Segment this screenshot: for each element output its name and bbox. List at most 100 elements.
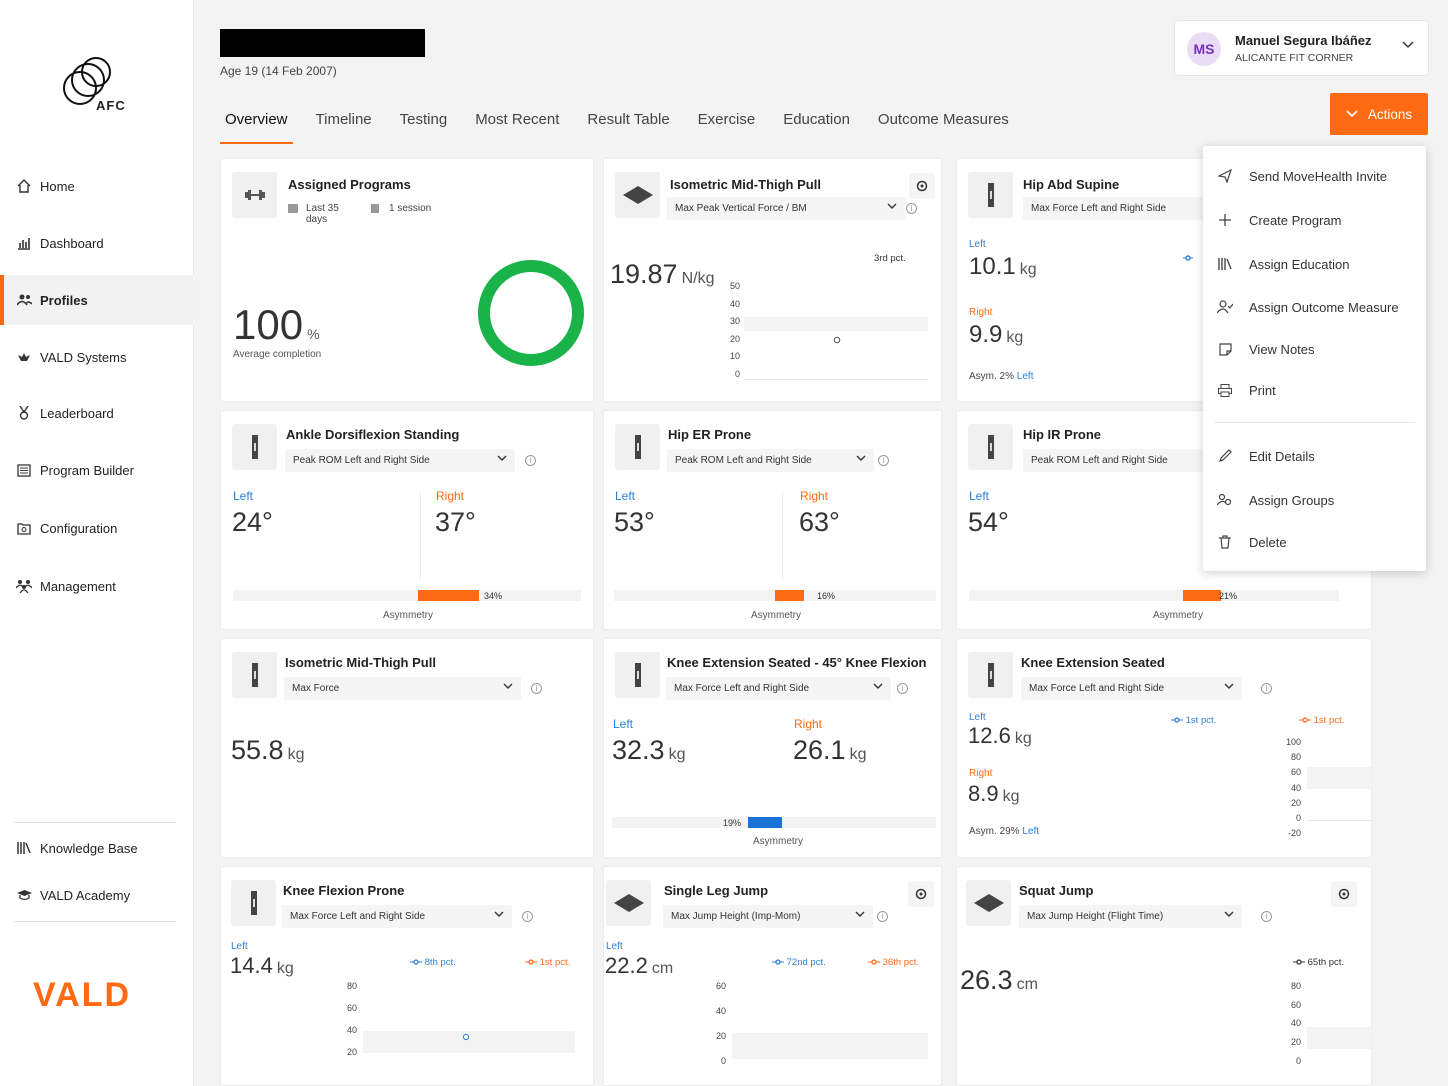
chevron-down-icon bbox=[1224, 683, 1234, 689]
select-value: Max Force Left and Right Side bbox=[1031, 203, 1167, 214]
tab-education[interactable]: Education bbox=[783, 111, 850, 128]
gear-icon[interactable] bbox=[908, 881, 934, 907]
redacted-name bbox=[220, 29, 425, 57]
card-hip-er-prone: Hip ER Prone Peak ROM Left and Right Sid… bbox=[603, 410, 942, 630]
tab-result-table[interactable]: Result Table bbox=[587, 111, 670, 128]
info-icon[interactable]: i bbox=[878, 455, 889, 466]
nav-vald-academy[interactable]: VALD Academy bbox=[0, 870, 194, 920]
left-marker-icon bbox=[1171, 717, 1183, 723]
tab-testing[interactable]: Testing bbox=[399, 111, 448, 128]
info-icon[interactable]: i bbox=[877, 911, 888, 922]
actions-menu: Send MoveHealth Invite Create Program As… bbox=[1203, 146, 1426, 571]
tab-timeline[interactable]: Timeline bbox=[315, 111, 372, 128]
metric-select[interactable]: Peak ROM Left and Right Side bbox=[667, 449, 874, 472]
right-label: Right bbox=[969, 307, 993, 318]
right-percentile-badge: 36th pct. bbox=[868, 957, 919, 968]
menu-assign-groups[interactable]: Assign Groups bbox=[1203, 482, 1426, 518]
asymmetry-value: Asym. 29% bbox=[969, 826, 1020, 837]
metric-select[interactable]: Max Jump Height (Flight Time) bbox=[1019, 905, 1242, 928]
gear-icon[interactable] bbox=[909, 173, 935, 199]
card-ankle-dorsiflexion: Ankle Dorsiflexion Standing Peak ROM Lef… bbox=[220, 410, 594, 630]
info-icon[interactable]: i bbox=[531, 683, 542, 694]
tick-label: 0 bbox=[720, 1056, 726, 1066]
dynamometer-icon bbox=[968, 652, 1013, 698]
nav-label: Knowledge Base bbox=[40, 840, 138, 856]
nav-profiles[interactable]: Profiles bbox=[0, 275, 194, 325]
nav-program-builder[interactable]: Program Builder bbox=[0, 445, 194, 495]
left-percentile-badge: 1st pct. bbox=[1171, 715, 1216, 726]
left-label: Left bbox=[606, 941, 623, 952]
tick-label: 30 bbox=[729, 316, 740, 326]
metric-select[interactable]: Max Force Left and Right Side bbox=[666, 677, 891, 700]
nav-dashboard[interactable]: Dashboard bbox=[0, 218, 194, 268]
right-value: 9.9 kg bbox=[969, 321, 1023, 349]
tab-most-recent[interactable]: Most Recent bbox=[475, 111, 560, 128]
left-marker-icon bbox=[1183, 255, 1193, 261]
graduation-icon bbox=[16, 887, 32, 903]
nav-management[interactable]: Management bbox=[0, 561, 194, 611]
nav-label: Program Builder bbox=[40, 462, 134, 478]
menu-send-movehealth-invite[interactable]: Send MoveHealth Invite bbox=[1203, 158, 1426, 194]
nav-leaderboard[interactable]: Leaderboard bbox=[0, 388, 194, 438]
nav-knowledge-base[interactable]: Knowledge Base bbox=[0, 823, 194, 873]
metric-select[interactable]: Max Peak Vertical Force / BM bbox=[667, 197, 905, 220]
asymmetry-fill bbox=[1183, 590, 1221, 601]
gear-icon[interactable] bbox=[1331, 881, 1357, 907]
result-value: 26.3 cm bbox=[960, 965, 1038, 996]
metric-select[interactable]: Max Force bbox=[284, 677, 521, 700]
metric-select[interactable]: Max Jump Height (Imp-Mom) bbox=[663, 905, 873, 928]
norm-band bbox=[363, 1031, 575, 1053]
left-value: 22.2 cm bbox=[605, 953, 673, 979]
completion-value: 100% bbox=[233, 301, 320, 349]
user-menu[interactable]: MS Manuel Segura Ibáñez ALICANTE FIT COR… bbox=[1174, 20, 1429, 76]
right-value: 63° bbox=[799, 507, 840, 537]
tab-exercise[interactable]: Exercise bbox=[697, 111, 756, 128]
send-icon bbox=[1217, 168, 1233, 184]
info-icon[interactable]: i bbox=[906, 203, 917, 214]
metric-select[interactable]: Max Force Left and Right Side bbox=[1023, 197, 1253, 220]
sidebar-divider bbox=[14, 921, 176, 922]
actions-button[interactable]: Actions bbox=[1330, 93, 1428, 135]
menu-assign-outcome-measure[interactable]: Assign Outcome Measure bbox=[1203, 289, 1426, 325]
card-title: Single Leg Jump bbox=[664, 883, 769, 898]
management-icon bbox=[16, 578, 32, 594]
calendar-icon bbox=[288, 204, 298, 213]
right-percentile-text: 36th pct. bbox=[882, 957, 920, 968]
menu-print[interactable]: Print bbox=[1203, 372, 1426, 408]
completion-caption: Average completion bbox=[233, 349, 322, 360]
tick-label: 40 bbox=[346, 1025, 357, 1035]
menu-assign-education[interactable]: Assign Education bbox=[1203, 246, 1426, 282]
left-percentile-text: 72nd pct. bbox=[786, 957, 826, 968]
sidebar-divider bbox=[14, 822, 176, 823]
info-icon[interactable]: i bbox=[1261, 911, 1272, 922]
tab-outcome-measures[interactable]: Outcome Measures bbox=[877, 111, 1009, 128]
asymmetry-percent: 19% bbox=[723, 818, 742, 828]
metric-select[interactable]: Max Force Left and Right Side bbox=[282, 905, 512, 928]
info-icon[interactable]: i bbox=[522, 911, 533, 922]
info-icon[interactable]: i bbox=[525, 455, 536, 466]
card-imtp-force-bm: Isometric Mid-Thigh Pull Max Peak Vertic… bbox=[603, 158, 942, 402]
metric-select[interactable]: Peak ROM Left and Right Side bbox=[1023, 449, 1253, 472]
menu-create-program[interactable]: Create Program bbox=[1203, 202, 1426, 238]
session-count: 1 session bbox=[389, 203, 432, 214]
nav-label: Leaderboard bbox=[40, 405, 114, 421]
menu-delete[interactable]: Delete bbox=[1203, 524, 1426, 560]
nav-home[interactable]: Home bbox=[0, 161, 194, 211]
metric-select[interactable]: Max Force Left and Right Side bbox=[1021, 677, 1242, 700]
info-icon[interactable]: i bbox=[1261, 683, 1272, 694]
asymmetry-percent: 16% bbox=[817, 591, 836, 601]
tick-label: 60 bbox=[1290, 1000, 1301, 1010]
nav-vald-systems[interactable]: VALD Systems bbox=[0, 332, 194, 382]
metric-select[interactable]: Peak ROM Left and Right Side bbox=[285, 449, 515, 472]
result-value: 19.87 N/kg bbox=[610, 259, 714, 290]
left-value: 32.3 kg bbox=[612, 735, 685, 766]
menu-label: Delete bbox=[1249, 534, 1287, 550]
select-value: Peak ROM Left and Right Side bbox=[293, 455, 430, 466]
info-icon[interactable]: i bbox=[897, 683, 908, 694]
menu-edit-details[interactable]: Edit Details bbox=[1203, 438, 1426, 474]
grid-line bbox=[744, 379, 928, 380]
tab-overview[interactable]: Overview bbox=[220, 106, 293, 144]
left-number: 32.3 bbox=[612, 735, 665, 765]
nav-configuration[interactable]: Configuration bbox=[0, 503, 194, 553]
menu-view-notes[interactable]: View Notes bbox=[1203, 331, 1426, 367]
